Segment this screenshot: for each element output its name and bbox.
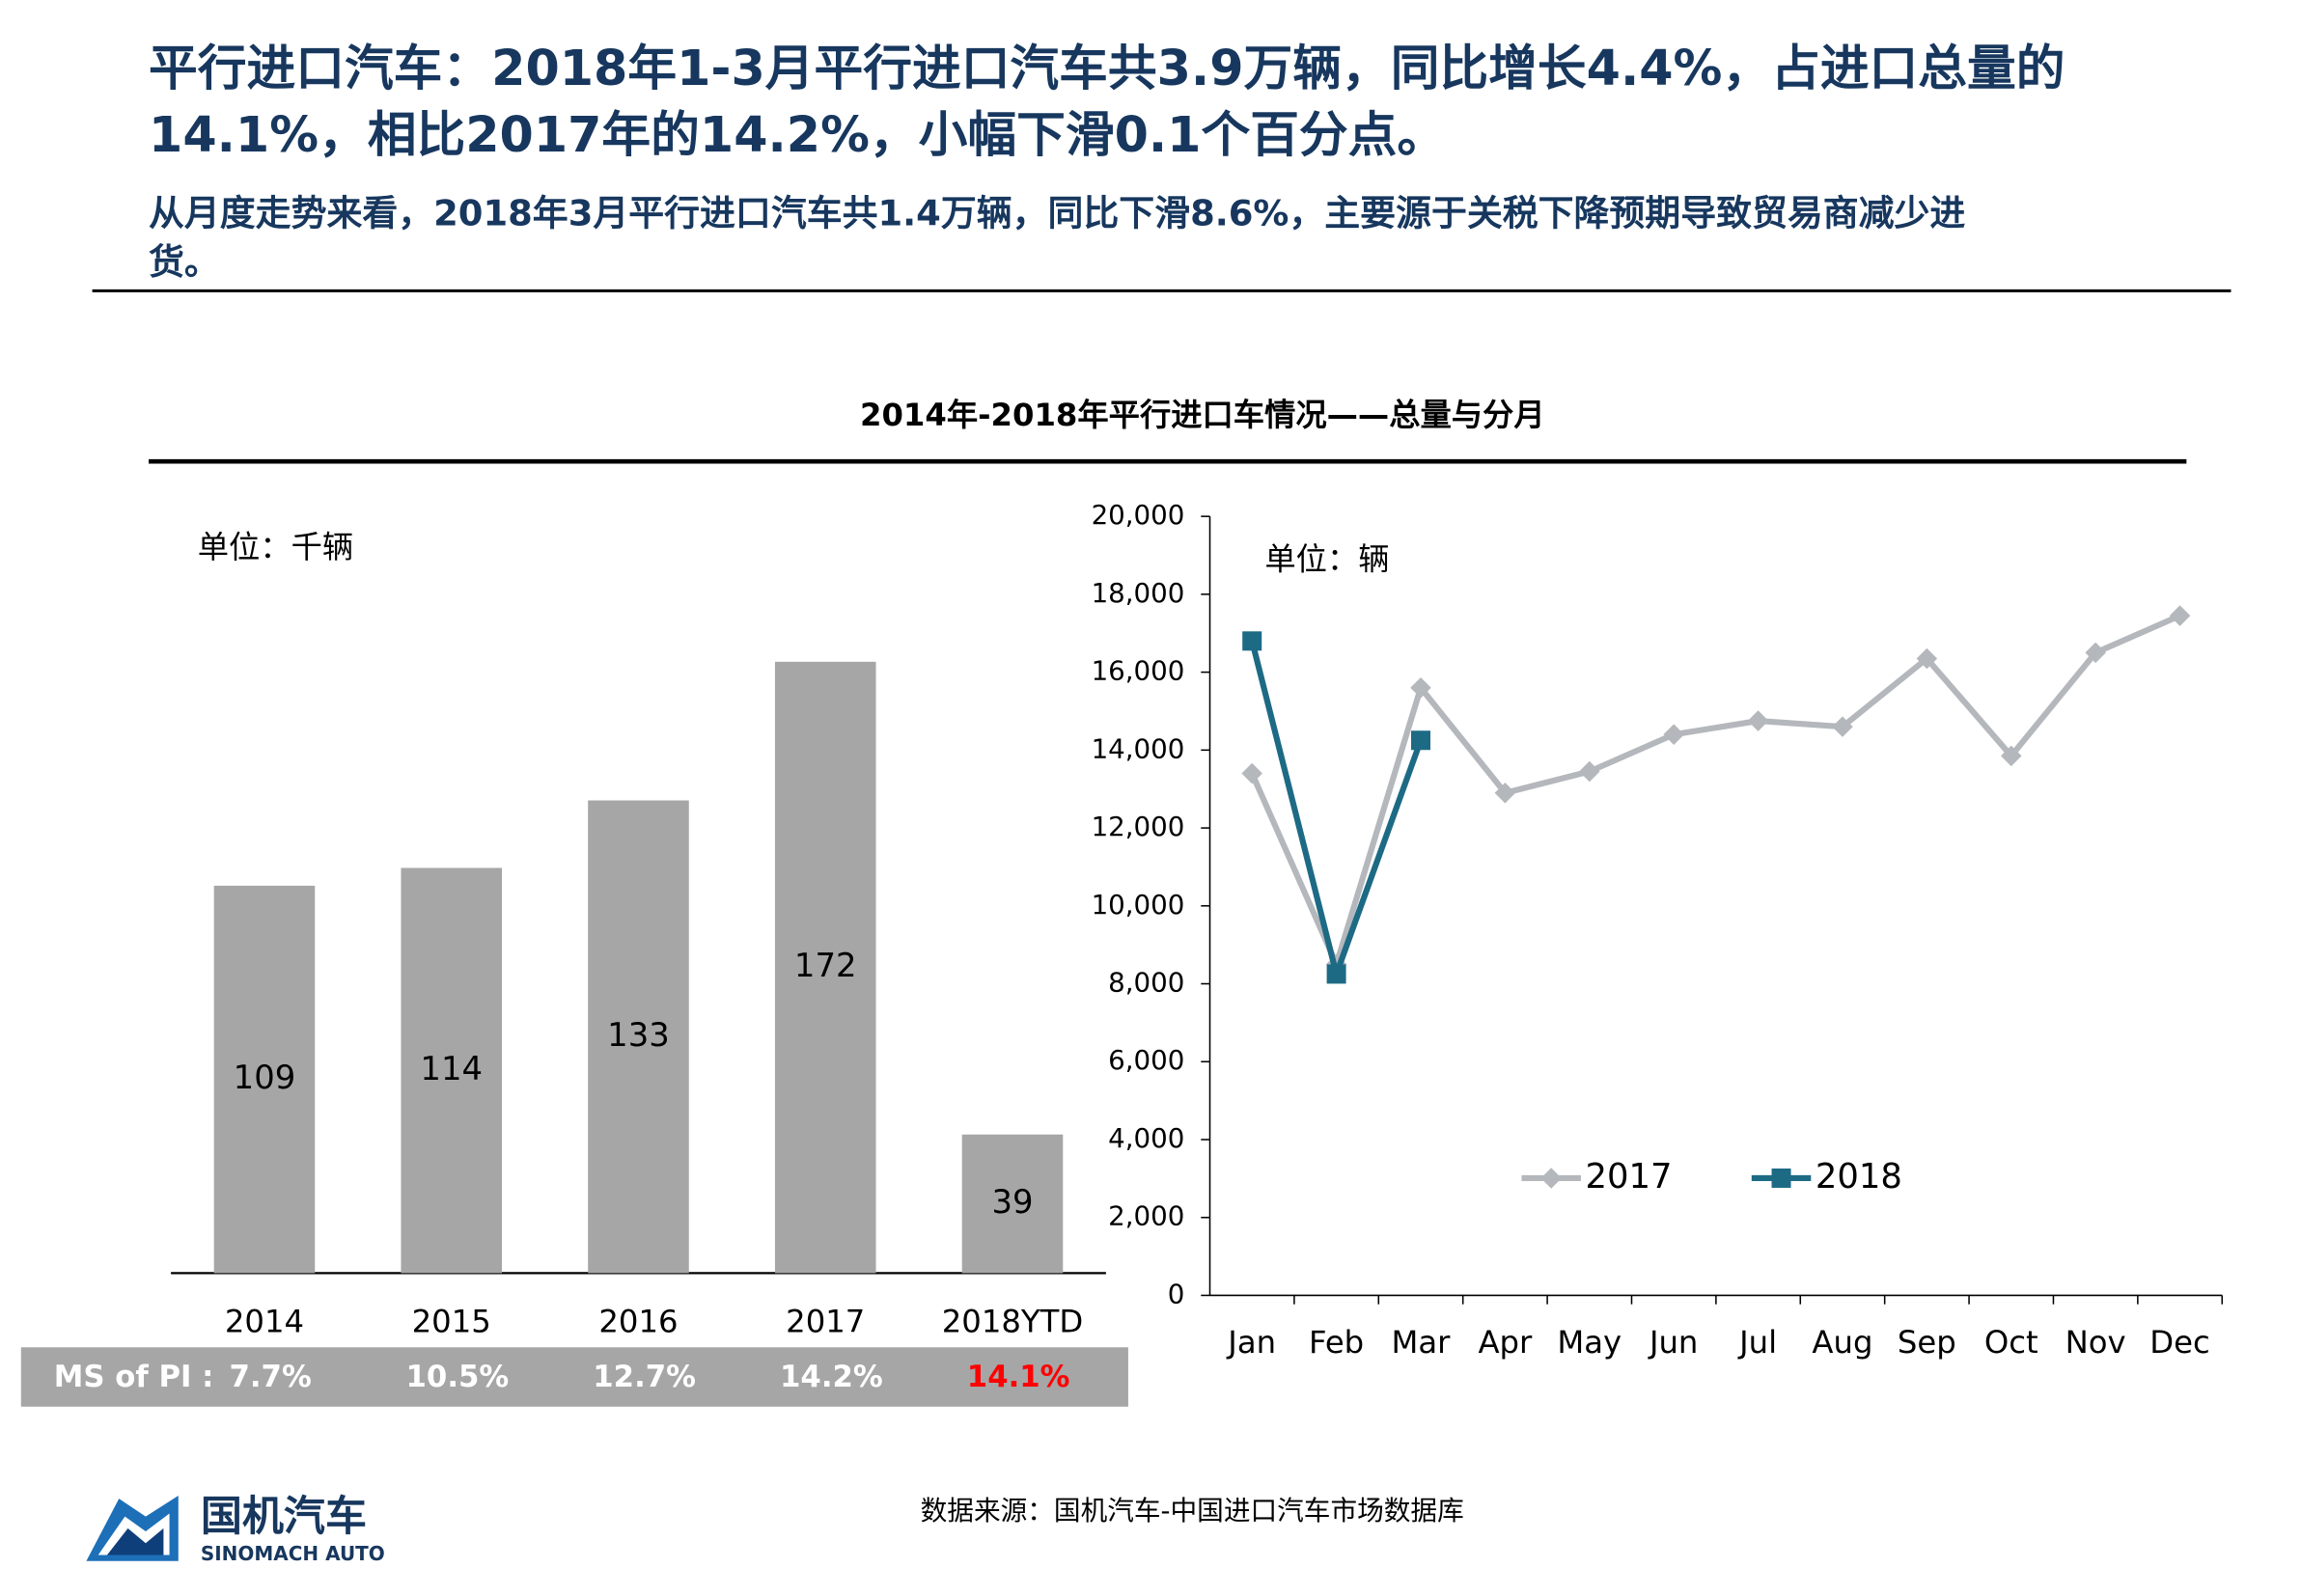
- headline: 14.1%，相比2017年的14.2%，小幅下滑0.1个百分点。: [149, 106, 1446, 163]
- point-marker: [2085, 642, 2106, 664]
- ms-label: MS of PI :: [54, 1360, 214, 1394]
- x-tick-label: Jun: [1648, 1324, 1698, 1361]
- ms-row: [20, 1347, 1128, 1407]
- x-tick-label: May: [1557, 1324, 1622, 1361]
- y-tick-label: 20,000: [1092, 499, 1185, 531]
- bar: [774, 661, 876, 1274]
- ms-value: 14.1%: [967, 1360, 1070, 1394]
- legend-label: 2018: [1816, 1157, 1902, 1197]
- x-tick-label: Dec: [2149, 1324, 2209, 1361]
- series-line: [1249, 640, 1424, 977]
- ms-value: 14.2%: [780, 1360, 883, 1394]
- headline: 平行进口汽车：2018年1-3月平行进口汽车共3.9万辆，同比增长4.4%，占进…: [149, 40, 2065, 96]
- y-tick-label: 2,000: [1108, 1200, 1184, 1232]
- bar-value-label: 114: [420, 1050, 483, 1087]
- x-tick-label: 2015: [412, 1304, 491, 1340]
- ms-value: 10.5%: [406, 1360, 510, 1394]
- x-tick-label: 2018YTD: [942, 1304, 1083, 1340]
- ms-value: 7.7%: [229, 1360, 311, 1394]
- series-line: [1249, 613, 2181, 968]
- x-tick-label: Feb: [1309, 1324, 1364, 1361]
- bar: [213, 885, 316, 1274]
- point-marker: [1242, 631, 1262, 651]
- point-marker: [1326, 964, 1346, 984]
- subtitle: 从月度走势来看，2018年3月平行进口汽车共1.4万辆，同比下滑8.6%，主要源…: [149, 192, 1965, 234]
- logo-name: 国机汽车: [201, 1493, 367, 1541]
- point-marker: [1241, 762, 1262, 784]
- bar-value-label: 39: [991, 1183, 1033, 1221]
- y-tick-label: 16,000: [1092, 655, 1185, 687]
- x-tick-label: Mar: [1392, 1324, 1452, 1361]
- bar-value-label: 133: [607, 1016, 670, 1054]
- x-tick-label: Aug: [1812, 1324, 1872, 1361]
- point-marker: [2000, 745, 2022, 767]
- unit-label: 单位：辆: [1264, 540, 1389, 577]
- legend-marker: [1540, 1168, 1562, 1189]
- x-tick-label: 2014: [225, 1304, 304, 1340]
- y-tick-label: 14,000: [1092, 732, 1185, 764]
- ms-value: 12.7%: [593, 1360, 696, 1394]
- x-tick-label: 2016: [598, 1304, 678, 1340]
- point-marker: [2169, 605, 2191, 626]
- y-tick-label: 4,000: [1108, 1122, 1184, 1154]
- point-marker: [1579, 760, 1600, 783]
- x-tick-label: Apr: [1478, 1324, 1533, 1361]
- x-tick-label: Jan: [1226, 1324, 1276, 1361]
- x-tick-label: Oct: [1984, 1324, 2038, 1361]
- bar-value-label: 172: [794, 947, 857, 984]
- legend-label: 2017: [1586, 1157, 1673, 1197]
- x-tick-label: 2017: [786, 1304, 865, 1340]
- x-tick-label: Jul: [1737, 1324, 1777, 1361]
- point-marker: [1411, 730, 1430, 751]
- y-tick-label: 0: [1168, 1278, 1185, 1309]
- x-tick-label: Nov: [2065, 1324, 2126, 1361]
- point-marker: [1832, 716, 1853, 737]
- x-tick-label: Sep: [1898, 1324, 1956, 1361]
- subtitle: 货。: [149, 241, 220, 283]
- y-tick-label: 18,000: [1092, 577, 1185, 609]
- legend-marker: [1771, 1168, 1791, 1188]
- logo-icon: [86, 1496, 179, 1561]
- bar: [961, 1134, 1064, 1274]
- y-tick-label: 10,000: [1092, 889, 1185, 921]
- y-tick-label: 6,000: [1108, 1044, 1184, 1076]
- section-title: 2014年-2018年平行进口车情况——总量与分月: [860, 397, 1545, 433]
- bar: [588, 800, 689, 1274]
- point-marker: [1663, 724, 1684, 745]
- bar: [401, 867, 503, 1274]
- y-tick-label: 8,000: [1108, 967, 1184, 999]
- unit-label: 单位：千辆: [198, 529, 353, 565]
- point-marker: [1747, 710, 1769, 731]
- bar-value-label: 109: [234, 1059, 296, 1096]
- logo-sub: SINOMACH AUTO: [201, 1542, 385, 1565]
- source: 数据来源：国机汽车-中国进口汽车市场数据库: [921, 1495, 1464, 1527]
- y-tick-label: 12,000: [1092, 811, 1185, 842]
